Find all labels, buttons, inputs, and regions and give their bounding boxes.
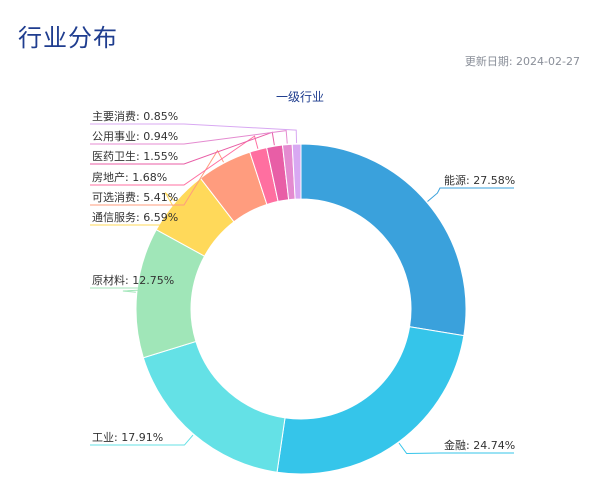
page-title: 行业分布 — [18, 24, 118, 52]
label-工业: 工业: 17.91% — [92, 431, 163, 444]
update-date: 更新日期: 2024-02-27 — [464, 55, 580, 68]
leader-line-原材料 — [90, 287, 185, 293]
slice-工业[interactable] — [142, 340, 286, 473]
label-金融: 金融: 24.74% — [444, 438, 515, 452]
slice-能源[interactable] — [300, 143, 467, 337]
leader-line-金融 — [398, 442, 514, 454]
leader-line-能源 — [427, 187, 514, 202]
chart-title: 一级行业 — [276, 90, 324, 104]
industry-donut-chart: 一级行业 能源: 27.58% 金融: 24.74% 工业: 17.91% 原材料: … — [0, 80, 600, 499]
leader-line-医药卫生 — [90, 131, 275, 165]
leader-line-主要消费 — [90, 123, 298, 144]
label-通信服务: 通信服务: 6.59% — [92, 211, 178, 224]
leader-line-房地产 — [90, 135, 259, 186]
label-原材料: 原材料: 12.75% — [92, 273, 174, 287]
label-医药卫生: 医药卫生: 1.55% — [92, 149, 178, 163]
chart-svg: 一级行业 能源: 27.58% 金融: 24.74% 工业: 17.91% 原材料: … — [90, 90, 515, 475]
label-房地产: 房地产: 1.68% — [92, 170, 167, 184]
label-主要消费: 主要消费: 0.85% — [92, 109, 178, 123]
slice-金融[interactable] — [276, 326, 465, 475]
label-可选消费: 可选消费: 5.41% — [92, 190, 178, 204]
leader-line-公用事业 — [90, 130, 288, 145]
leader-line-工业 — [90, 434, 194, 446]
label-能源: 能源: 27.58% — [444, 173, 515, 187]
leader-line-通信服务 — [90, 192, 185, 226]
label-公用事业: 公用事业: 0.94% — [92, 130, 178, 143]
leader-line-可选消费 — [90, 149, 224, 206]
slice-主要消费[interactable] — [291, 143, 302, 200]
